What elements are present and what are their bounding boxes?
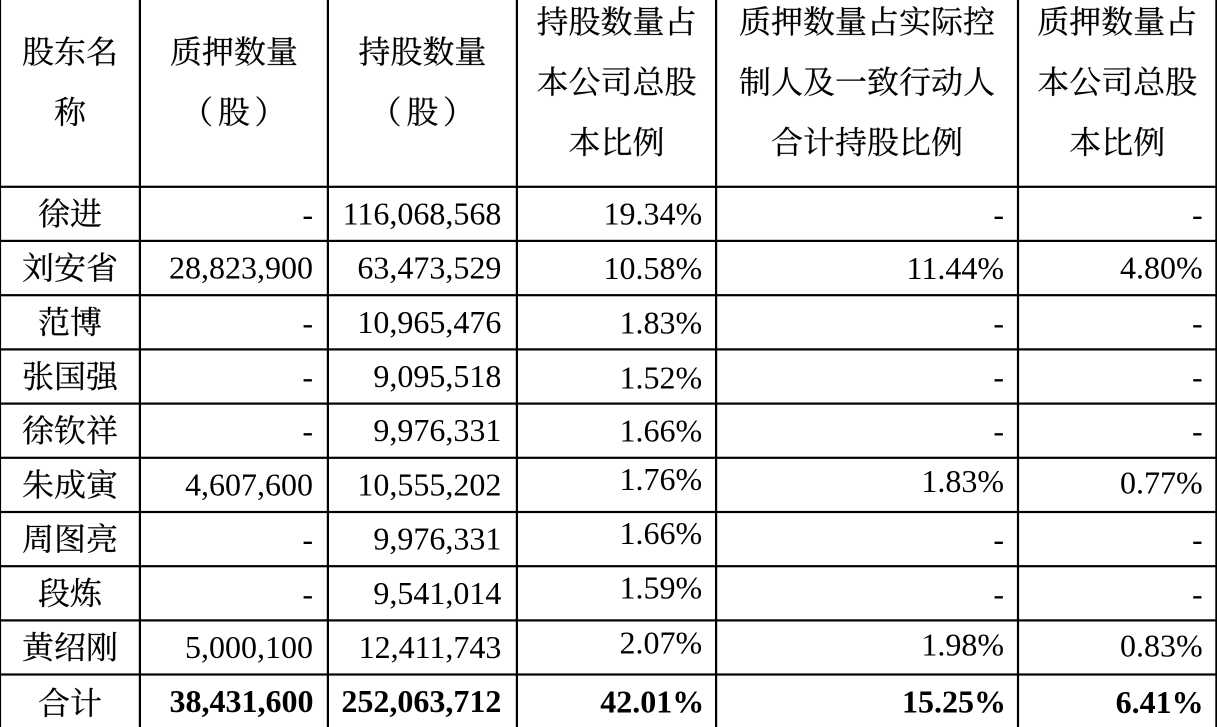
svg-text:1.59%: 1.59% — [620, 569, 703, 605]
svg-text:1.83%: 1.83% — [921, 463, 1004, 499]
svg-text:1.66%: 1.66% — [620, 412, 703, 448]
svg-text:9,541,014: 9,541,014 — [373, 575, 501, 611]
svg-text:10.58%: 10.58% — [604, 250, 703, 286]
svg-text:-: - — [993, 305, 1004, 341]
svg-text:-: - — [993, 576, 1004, 612]
svg-text:1.76%: 1.76% — [620, 461, 703, 497]
svg-text:11.44%: 11.44% — [907, 250, 1004, 286]
svg-text:-: - — [302, 522, 313, 558]
svg-text:5,000,100: 5,000,100 — [185, 629, 313, 665]
svg-text:-: - — [302, 305, 313, 341]
svg-text:-: - — [1192, 576, 1203, 612]
svg-text:-: - — [1192, 522, 1203, 558]
svg-text:0.77%: 0.77% — [1120, 464, 1203, 500]
svg-text:-: - — [993, 196, 1004, 232]
svg-text:-: - — [1192, 305, 1203, 341]
svg-text:252,063,712: 252,063,712 — [341, 683, 501, 719]
svg-text:1.83%: 1.83% — [620, 305, 703, 341]
svg-text:-: - — [993, 359, 1004, 395]
svg-text:12,411,743: 12,411,743 — [359, 629, 502, 665]
svg-text:15.25%: 15.25% — [902, 683, 1006, 719]
svg-text:10,965,476: 10,965,476 — [357, 304, 501, 340]
svg-text:4.80%: 4.80% — [1120, 250, 1203, 286]
svg-text:-: - — [302, 359, 313, 395]
svg-text:-: - — [1192, 413, 1203, 449]
svg-text:28,823,900: 28,823,900 — [169, 250, 313, 286]
svg-text:-: - — [993, 522, 1004, 558]
svg-text:38,431,600: 38,431,600 — [170, 683, 314, 719]
svg-text:0.83%: 0.83% — [1120, 627, 1203, 663]
svg-text:-: - — [1192, 196, 1203, 232]
svg-text:-: - — [302, 413, 313, 449]
svg-text:63,473,529: 63,473,529 — [357, 250, 501, 286]
svg-text:116,068,568: 116,068,568 — [343, 195, 502, 231]
svg-text:19.34%: 19.34% — [604, 195, 703, 231]
svg-text:4,607,600: 4,607,600 — [185, 466, 313, 502]
svg-text:-: - — [993, 413, 1004, 449]
svg-text:6.41%: 6.41% — [1116, 684, 1204, 720]
svg-text:1.98%: 1.98% — [921, 627, 1004, 663]
svg-text:9,976,331: 9,976,331 — [373, 412, 501, 448]
svg-text:9,976,331: 9,976,331 — [373, 521, 501, 557]
svg-text:-: - — [302, 576, 313, 612]
svg-text:1.66%: 1.66% — [620, 515, 703, 551]
svg-text:2.07%: 2.07% — [620, 624, 703, 660]
svg-text:9,095,518: 9,095,518 — [373, 358, 501, 394]
svg-text:-: - — [302, 196, 313, 232]
svg-text:42.01%: 42.01% — [600, 684, 704, 720]
svg-text:-: - — [1192, 359, 1203, 395]
svg-text:1.52%: 1.52% — [620, 360, 703, 396]
svg-text:10,555,202: 10,555,202 — [357, 466, 501, 502]
